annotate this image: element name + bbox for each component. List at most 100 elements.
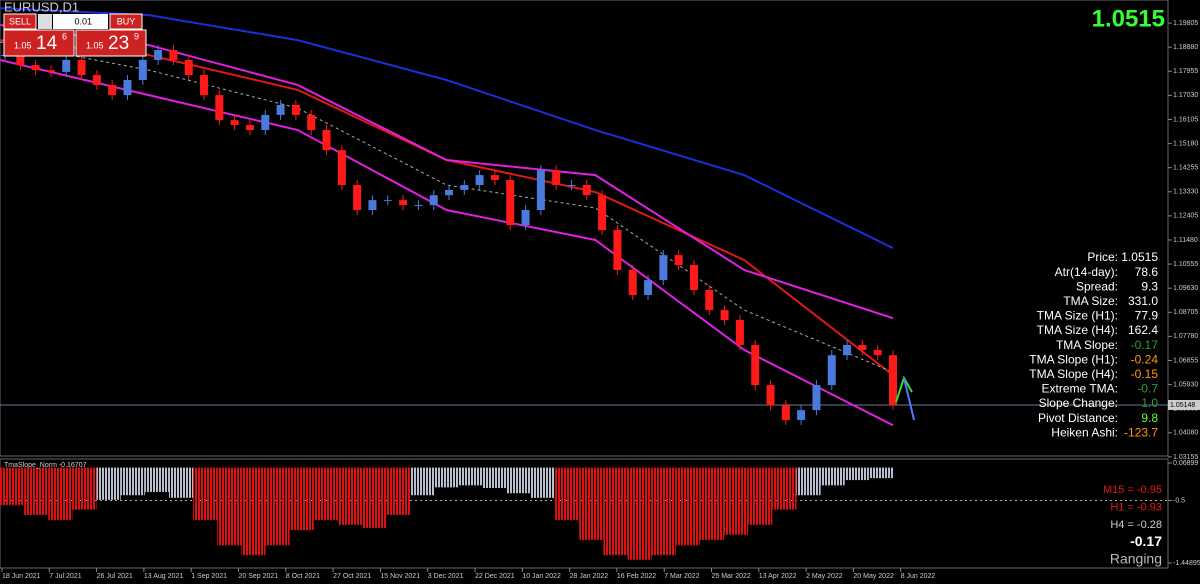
info-label: TMA Slope: (1056, 338, 1118, 352)
candle (567, 185, 576, 187)
candle (337, 150, 346, 186)
y-tick-label: -1.44895 (1173, 560, 1200, 567)
indicator-layer (0, 467, 1168, 560)
x-tick-label: 7 Mar 2022 (664, 573, 700, 580)
histogram-bar (362, 467, 387, 529)
y-tick-label: 1.19805 (1173, 20, 1198, 27)
candle (353, 185, 362, 211)
lot-input[interactable] (53, 14, 108, 29)
info-value: -123.7 (1124, 425, 1158, 439)
candle (674, 255, 683, 266)
lot-spinner[interactable] (38, 14, 52, 29)
info-value: 9.3 (1141, 279, 1158, 293)
histogram-bar (796, 467, 821, 496)
candle (689, 265, 698, 291)
candle (552, 170, 561, 186)
candle (215, 95, 224, 121)
arrow-down (903, 377, 915, 421)
info-label: TMA Size: (1063, 294, 1118, 308)
candle (92, 75, 101, 85)
buy-frac: 9 (134, 31, 139, 41)
x-tick-label: 8 Jun 2022 (901, 573, 936, 580)
price-layer (0, 7, 1168, 427)
y-tick-label: 1.05930 (1173, 381, 1198, 388)
candle (598, 195, 607, 231)
y-tick-label: 1.18880 (1173, 44, 1198, 51)
histogram-bar (820, 467, 845, 486)
x-tick-label: 28 Jan 2022 (570, 573, 609, 580)
histogram-bar (265, 467, 290, 546)
y-tick-label: 1.16105 (1173, 116, 1198, 123)
x-tick-label: 10 Jan 2022 (522, 573, 561, 580)
candle (735, 319, 744, 345)
x-tick-label: 13 Apr 2022 (759, 573, 797, 580)
histogram-bar (410, 467, 435, 496)
histogram-bar (337, 467, 363, 525)
indicator-title: TmaSlope_Norm -0.16707 (4, 462, 87, 469)
histogram-bar (289, 467, 314, 531)
candle (889, 355, 897, 405)
candle (154, 50, 163, 60)
histogram-bar (48, 467, 73, 521)
x-tick-label: 1 Sep 2021 (191, 573, 227, 580)
histogram-bar (603, 467, 628, 556)
info-value: -0.15 (1131, 367, 1159, 381)
y-tick-label: 0.06899 (1173, 460, 1198, 467)
candle (261, 114, 270, 131)
candle (108, 84, 117, 96)
band-line (0, 41, 894, 373)
buy-price-box[interactable] (75, 29, 147, 57)
candle (751, 344, 760, 386)
y-tick-label: 1.14255 (1173, 165, 1198, 172)
y-tick-label: 1.03155 (1173, 454, 1198, 461)
y-tick-label: 1.04080 (1173, 430, 1198, 437)
buy-button[interactable] (109, 13, 143, 30)
big-price: 1.0515 (1092, 5, 1165, 32)
info-label: Price: (1087, 250, 1118, 264)
candle (62, 59, 71, 72)
readout: -0.17 (1130, 533, 1162, 549)
candle (858, 344, 867, 350)
histogram-bar (193, 467, 218, 521)
band-line (0, 24, 894, 320)
sell-pips: 14 (36, 33, 58, 54)
candle (77, 59, 86, 76)
info-label: Extreme TMA: (1042, 382, 1118, 396)
candle (720, 310, 729, 320)
readout: M15 = -0.95 (1103, 484, 1162, 496)
candle (138, 59, 147, 80)
candle (797, 410, 806, 421)
candle (873, 349, 882, 356)
x-tick-label: 13 Aug 2021 (144, 573, 183, 580)
candle (399, 200, 408, 206)
band-line (0, 58, 894, 427)
buy-big: 1.05 (86, 40, 104, 50)
x-tick-label: 26 Jul 2021 (97, 573, 133, 580)
x-tick-label: 2 May 2022 (806, 573, 843, 580)
candle (307, 114, 316, 131)
y-tick-label: -0.5 (1173, 497, 1185, 504)
x-tick-label: 25 Mar 2022 (712, 573, 751, 580)
readout: H1 = -0.93 (1110, 501, 1162, 513)
candle (659, 255, 668, 281)
price-pane (0, 0, 1169, 457)
candle (123, 79, 132, 96)
info-value: -0.24 (1131, 352, 1159, 366)
candle (230, 120, 239, 126)
sell-price-box[interactable] (3, 29, 75, 57)
y-tick-label: 1.15180 (1173, 140, 1198, 147)
info-label: Atr(14-day): (1055, 265, 1118, 279)
info-value: 1.0 (1141, 396, 1158, 410)
symbol-title: EURUSD,D1 (4, 0, 79, 14)
histogram-bar (241, 467, 266, 556)
candle (506, 180, 515, 226)
y-tick-label: 1.17955 (1173, 68, 1198, 75)
candle (827, 355, 836, 386)
histogram-bar (506, 467, 531, 494)
candle (766, 385, 775, 406)
candle (184, 59, 193, 76)
y-tick-label: 1.12405 (1173, 213, 1198, 220)
sell-button[interactable] (3, 13, 37, 30)
histogram-bar (699, 467, 725, 541)
